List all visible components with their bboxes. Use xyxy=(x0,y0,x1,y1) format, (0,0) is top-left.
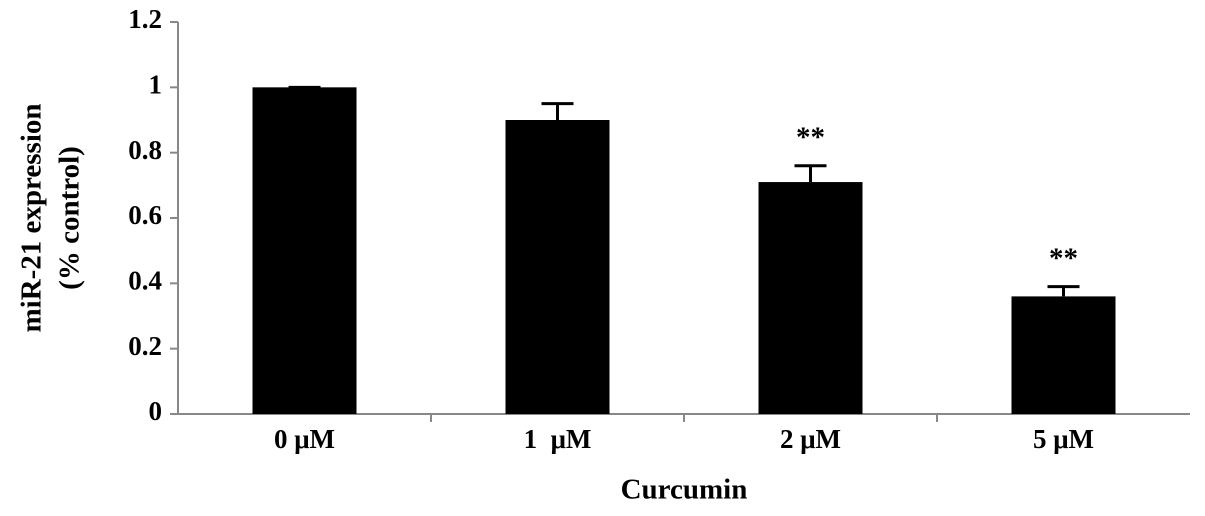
y-tick-label: 0.4 xyxy=(128,266,162,296)
y-tick-label: 1.2 xyxy=(128,4,162,34)
y-tick-label: 1 xyxy=(149,70,163,100)
y-axis-label: (% control) xyxy=(54,146,86,290)
y-tick-label: 0.2 xyxy=(128,331,162,361)
x-tick-label: 5 μM xyxy=(1033,424,1094,454)
y-tick-label: 0.6 xyxy=(128,200,162,230)
significance-label: ** xyxy=(796,121,825,153)
x-tick-label: 2 μM xyxy=(780,424,841,454)
y-tick-label: 0.8 xyxy=(128,135,162,165)
y-axis-label: miR-21 expression xyxy=(16,103,48,332)
error-bar xyxy=(1047,285,1080,297)
bar xyxy=(1011,296,1116,414)
significance-label: ** xyxy=(1049,242,1078,274)
bar xyxy=(758,182,863,414)
bar xyxy=(252,87,357,414)
error-bar xyxy=(794,164,827,183)
x-tick-label: 0 μM xyxy=(274,424,335,454)
x-axis-label: Curcumin xyxy=(621,474,748,506)
bar xyxy=(505,120,610,414)
y-tick-label: 0 xyxy=(149,396,163,426)
x-tick-label: 1 μM xyxy=(524,424,592,454)
error-bar xyxy=(541,102,574,120)
